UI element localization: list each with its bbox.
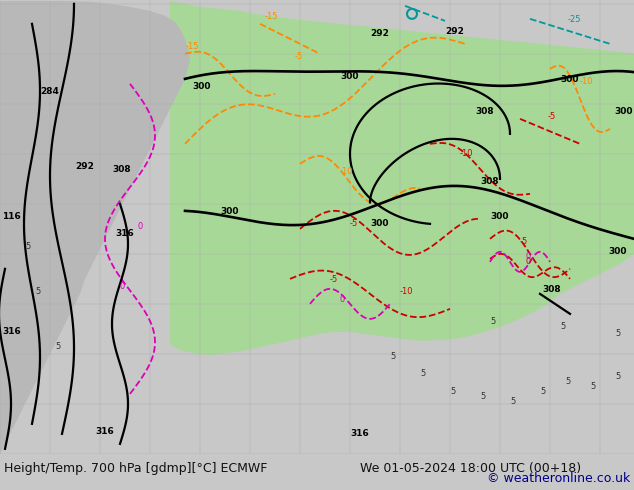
Text: 5: 5	[560, 322, 566, 331]
Text: 300: 300	[560, 75, 578, 84]
Text: -5: -5	[548, 112, 556, 121]
Text: -10: -10	[400, 287, 413, 296]
Text: 116: 116	[2, 212, 21, 221]
Text: 0: 0	[525, 252, 530, 261]
Text: 0: 0	[138, 222, 143, 231]
Text: 316: 316	[2, 327, 21, 336]
Text: 308: 308	[480, 177, 498, 186]
Text: 5: 5	[55, 342, 60, 351]
Text: 316: 316	[95, 427, 113, 436]
Polygon shape	[170, 1, 634, 355]
Text: -5: -5	[295, 52, 303, 61]
Text: 5: 5	[25, 242, 30, 251]
Text: 5: 5	[450, 387, 455, 396]
Text: 292: 292	[445, 27, 464, 36]
Text: 5: 5	[510, 397, 515, 406]
Text: 300: 300	[608, 247, 626, 256]
Text: 5: 5	[540, 387, 545, 396]
Text: -15: -15	[186, 42, 200, 51]
Text: 308: 308	[542, 285, 560, 294]
Text: 308: 308	[112, 165, 131, 174]
Text: 0: 0	[120, 282, 126, 291]
Text: -10: -10	[460, 149, 474, 158]
Text: © weatheronline.co.uk: © weatheronline.co.uk	[487, 472, 630, 485]
Text: 5: 5	[490, 317, 495, 326]
Text: -5: -5	[330, 275, 339, 284]
Text: -5: -5	[520, 237, 528, 246]
Polygon shape	[0, 1, 190, 454]
Text: 5: 5	[615, 329, 620, 338]
Text: 5: 5	[480, 392, 485, 401]
Text: 300: 300	[370, 219, 389, 228]
Text: -10: -10	[340, 167, 354, 176]
Text: We 01-05-2024 18:00 UTC (00+18): We 01-05-2024 18:00 UTC (00+18)	[360, 462, 581, 475]
Text: 300: 300	[192, 82, 210, 91]
Text: -25: -25	[568, 15, 581, 24]
Text: 308: 308	[475, 107, 494, 116]
Text: 300: 300	[614, 107, 633, 116]
Text: 316: 316	[115, 229, 134, 238]
Text: 0: 0	[525, 257, 530, 266]
Text: 5: 5	[615, 372, 620, 381]
Text: 292: 292	[370, 29, 389, 38]
Text: 5: 5	[565, 377, 570, 386]
Text: 300: 300	[220, 207, 238, 216]
Text: -5: -5	[350, 219, 358, 228]
Text: 5: 5	[390, 352, 395, 361]
Text: 300: 300	[490, 212, 508, 221]
Text: -10: -10	[580, 77, 593, 86]
Text: 0: 0	[340, 295, 346, 304]
Text: 5: 5	[420, 369, 425, 378]
Text: 316: 316	[350, 429, 369, 438]
Text: 292: 292	[75, 162, 94, 171]
Text: Height/Temp. 700 hPa [gdmp][°C] ECMWF: Height/Temp. 700 hPa [gdmp][°C] ECMWF	[4, 462, 268, 475]
Text: 5: 5	[590, 382, 595, 391]
Text: 284: 284	[40, 87, 59, 96]
Text: -15: -15	[265, 12, 278, 21]
Text: 300: 300	[340, 72, 358, 81]
Text: 5: 5	[35, 287, 40, 296]
